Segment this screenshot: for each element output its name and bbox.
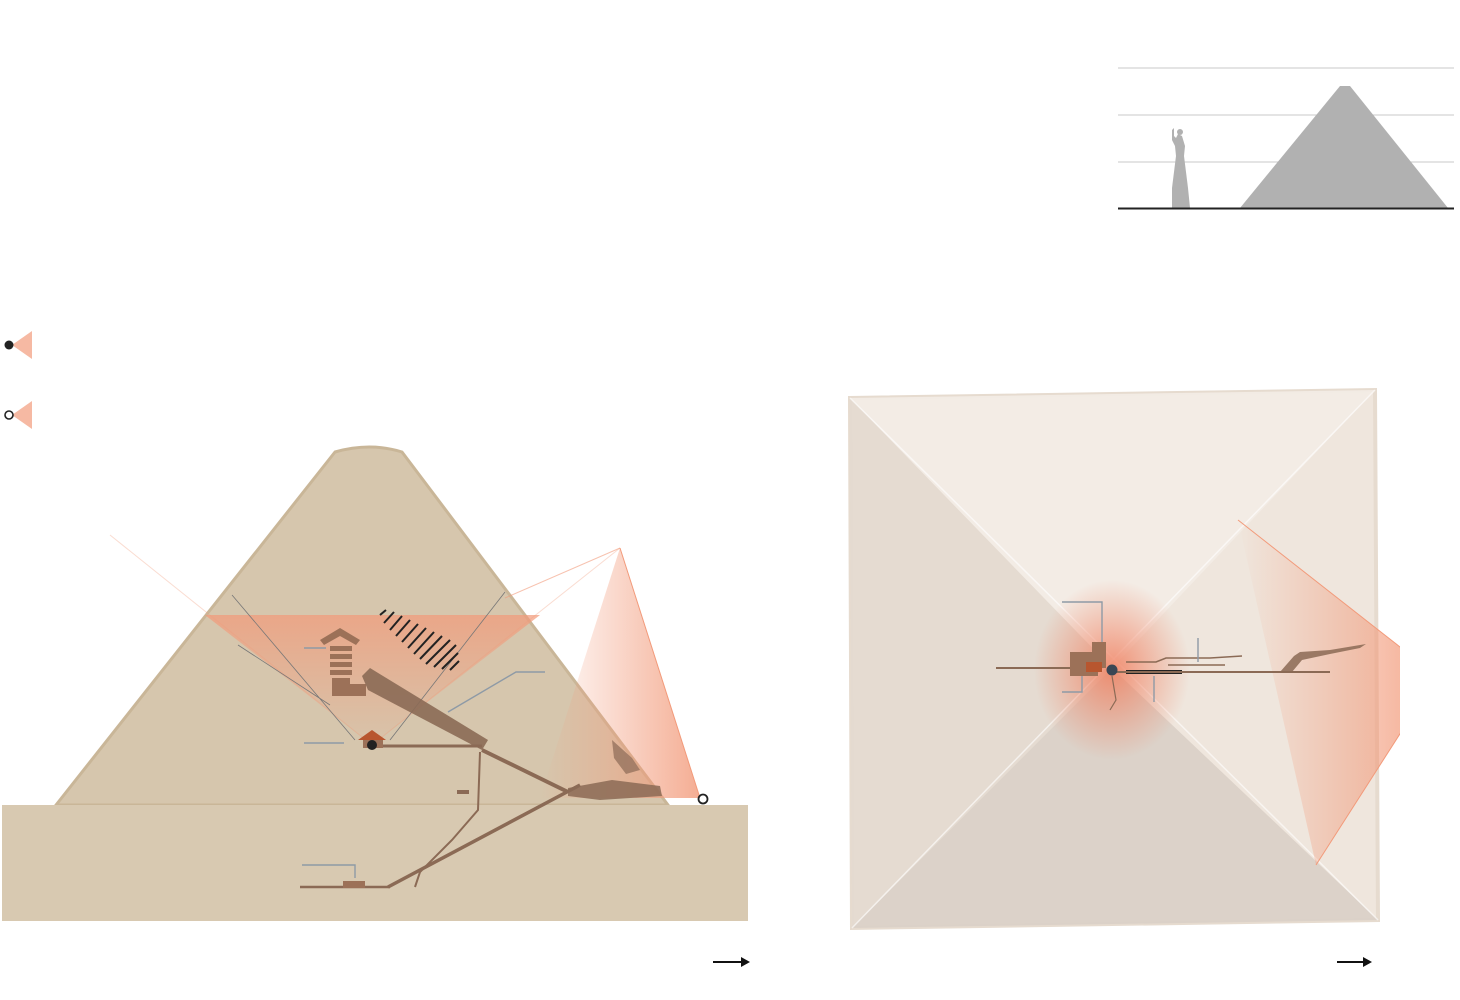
grand-gallery bbox=[362, 668, 488, 750]
cone-edge bbox=[619, 547, 701, 799]
label-leaders bbox=[302, 647, 545, 878]
queens-passage-plan bbox=[1126, 655, 1243, 663]
entrance-corridor bbox=[568, 780, 662, 800]
well-shaft bbox=[414, 751, 481, 888]
arrow-right-icon bbox=[713, 957, 750, 967]
filled-detector-marker bbox=[1106, 664, 1118, 676]
descending-passage bbox=[387, 783, 581, 889]
grotto bbox=[457, 790, 469, 794]
void-hatched-area bbox=[379, 609, 460, 671]
open-detector-marker bbox=[697, 793, 709, 805]
label-leaders bbox=[1062, 601, 1199, 702]
entrance-corridor-plan bbox=[1280, 644, 1366, 672]
air-shaft-plan bbox=[1109, 675, 1117, 711]
legend-item-filled bbox=[4, 331, 32, 359]
entrance-blocks bbox=[612, 740, 640, 774]
statue-of-liberty-icon bbox=[1172, 128, 1190, 208]
filled-detector-marker bbox=[367, 740, 377, 750]
pyramid-silhouette-icon bbox=[1240, 86, 1448, 208]
ascending-passage bbox=[481, 748, 569, 794]
pyramid-cross-section bbox=[2, 445, 748, 921]
pyramid-face-north bbox=[850, 390, 1375, 668]
open-circle-icon bbox=[4, 410, 14, 420]
outer-detection-cone bbox=[540, 548, 700, 798]
pyramid-plan-view bbox=[847, 387, 1400, 931]
legend bbox=[4, 331, 32, 429]
bedrock-ground bbox=[2, 805, 748, 921]
cone-edge bbox=[504, 547, 621, 599]
structure-line bbox=[231, 594, 356, 741]
arrow-right-icon bbox=[1337, 957, 1372, 967]
kings-chamber-plan bbox=[1070, 642, 1106, 676]
cone-edge bbox=[1315, 732, 1400, 866]
filled-circle-icon bbox=[4, 340, 14, 350]
subterranean-chamber bbox=[343, 881, 365, 888]
structure-line bbox=[237, 644, 331, 706]
outer-detection-cone bbox=[1238, 520, 1400, 865]
pyramid-face-south bbox=[852, 668, 1378, 928]
kings-chamber bbox=[320, 628, 366, 696]
pyramid-face-west bbox=[850, 398, 1112, 928]
structure-line bbox=[389, 591, 506, 741]
cone-edge bbox=[1237, 519, 1400, 648]
direction-arrows bbox=[713, 957, 1372, 967]
legend-item-open bbox=[4, 401, 32, 429]
size-comparison-chart bbox=[1118, 67, 1454, 210]
